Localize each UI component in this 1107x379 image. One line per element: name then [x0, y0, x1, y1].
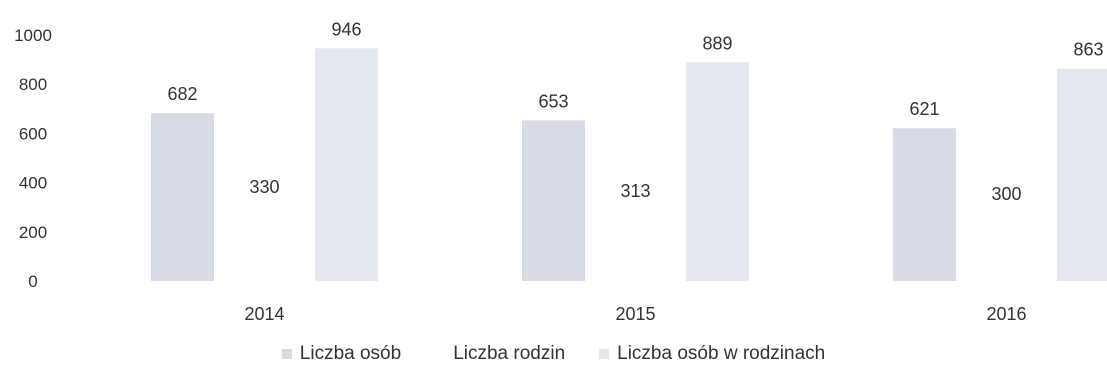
- legend-item-liczba-osob-w-rodzinach: Liczba osób w rodzinach: [599, 343, 825, 365]
- legend-label-liczba-osob: Liczba osób: [299, 343, 402, 364]
- legend: Liczba osób Liczba rodzin Liczba osób w …: [0, 343, 1107, 365]
- legend-swatch-liczba-osob: [281, 349, 292, 359]
- x-tick-label-2016: 2016: [986, 304, 1026, 324]
- y-tick-label-2: 400: [19, 174, 47, 193]
- data-label-liczba-rodzin-2014: 330: [249, 177, 279, 197]
- bar-liczba-osób-w-rodzinach-2016: [1057, 68, 1107, 282]
- data-label-liczba-osób-2016: 621: [909, 99, 939, 119]
- data-label-liczba-osób-w-rodzinach-2014: 946: [331, 19, 361, 39]
- y-tick-label-0: 0: [28, 272, 37, 291]
- bar-liczba-rodzin-2016: [975, 207, 1038, 281]
- data-label-liczba-osób-w-rodzinach-2016: 863: [1073, 40, 1103, 60]
- legend-label-liczba-osob-w-rodzinach: Liczba osób w rodzinach: [617, 343, 826, 364]
- bar-liczba-rodzin-2015: [604, 204, 667, 281]
- data-label-liczba-osób-2014: 682: [167, 84, 197, 104]
- legend-item-liczba-osob: Liczba osób: [281, 343, 402, 365]
- y-tick-label-3: 600: [19, 124, 47, 143]
- bar-liczba-rodzin-2014: [233, 199, 296, 281]
- bar-liczba-osób-2015: [522, 120, 585, 281]
- bar-liczba-osób-2014: [151, 113, 214, 281]
- y-tick-label-4: 800: [19, 75, 47, 94]
- bar-liczba-osób-2016: [893, 128, 956, 281]
- legend-swatch-liczba-osob-w-rodzinach: [599, 349, 610, 359]
- y-tick-label-1: 200: [19, 223, 47, 242]
- data-label-liczba-osób-2015: 653: [538, 91, 568, 111]
- y-tick-label-5: 1000: [14, 26, 52, 45]
- data-label-liczba-osób-w-rodzinach-2015: 889: [702, 33, 732, 53]
- data-label-liczba-rodzin-2015: 313: [620, 181, 650, 201]
- legend-label-liczba-rodzin: Liczba rodzin: [453, 343, 566, 364]
- x-tick-label-2015: 2015: [615, 304, 655, 324]
- bar-liczba-osób-w-rodzinach-2015: [686, 62, 749, 281]
- data-label-liczba-rodzin-2016: 300: [991, 184, 1021, 204]
- bar-liczba-osób-w-rodzinach-2014: [315, 48, 378, 282]
- legend-item-liczba-rodzin: Liczba rodzin: [435, 343, 565, 365]
- legend-swatch-liczba-rodzin: [435, 349, 446, 359]
- x-tick-label-2014: 2014: [244, 304, 284, 324]
